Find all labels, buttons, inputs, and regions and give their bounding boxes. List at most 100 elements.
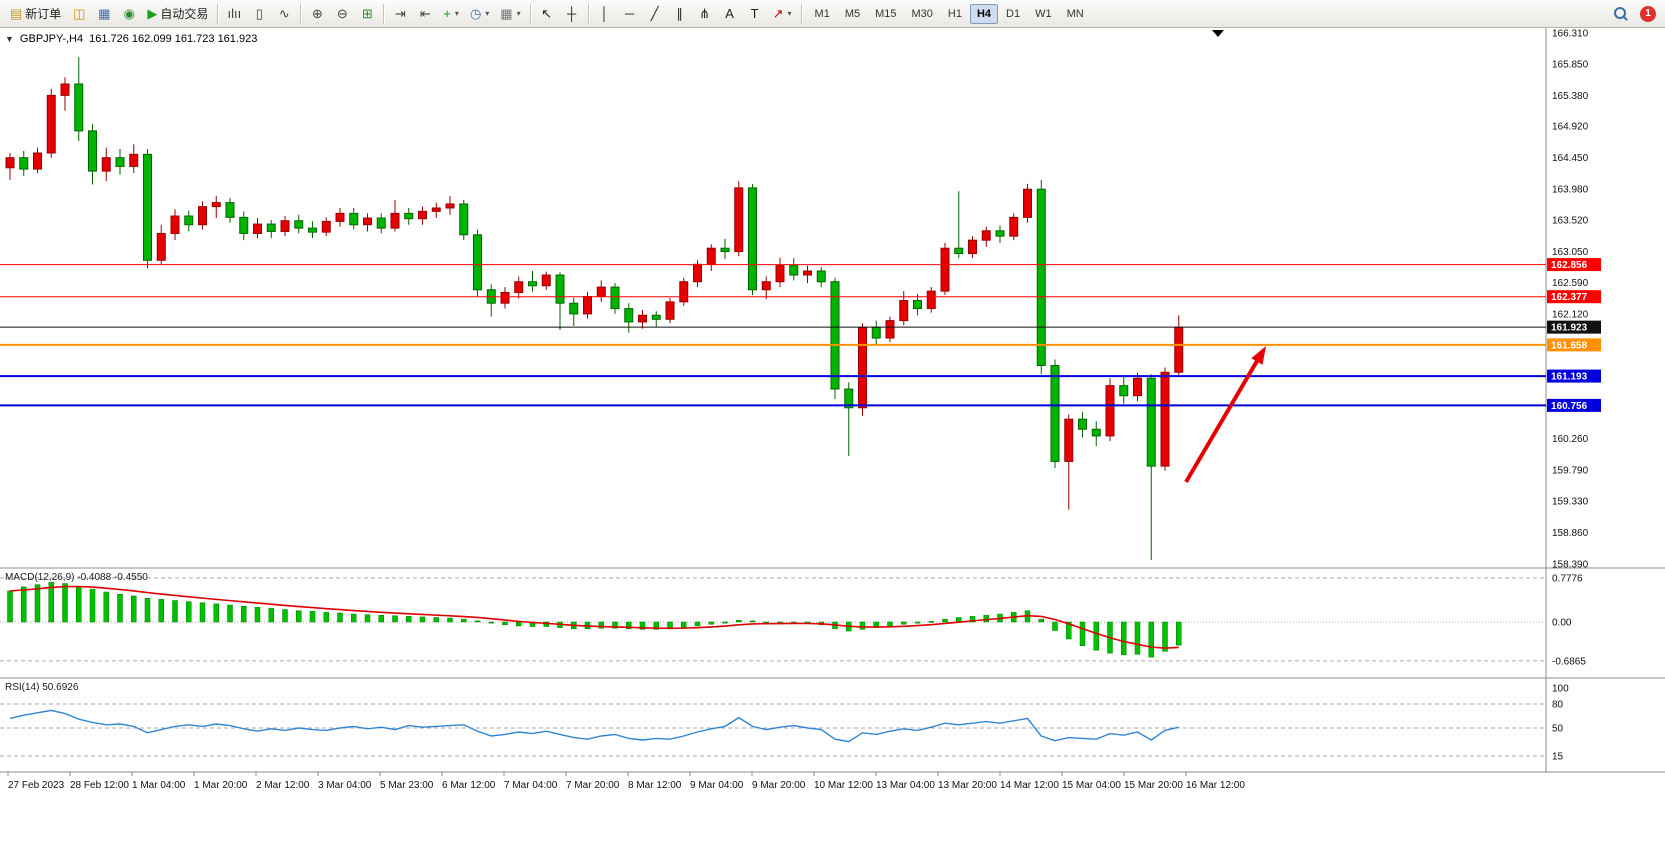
candle-body — [1050, 365, 1060, 462]
arrow-annotation-line[interactable] — [1184, 359, 1259, 484]
autotrading-button[interactable]: ▶ 自动交易 — [142, 3, 213, 25]
market-watch-button[interactable]: ▦ — [92, 3, 116, 25]
macd-histogram-bar — [626, 621, 632, 630]
candle-body — [294, 220, 304, 229]
time-axis-label: 15 Mar 04:00 — [1062, 780, 1121, 791]
candle-body — [1023, 188, 1032, 218]
candle-body — [858, 326, 867, 409]
new-order-button[interactable]: ▤ 新订单 — [5, 3, 66, 25]
price-axis-tick: 165.850 — [1552, 59, 1589, 70]
trendline-button[interactable]: ╱ — [643, 3, 667, 25]
new-order-icon: ▤ — [10, 6, 23, 21]
vertical-line-button[interactable]: │ — [593, 3, 617, 25]
new-chart-button[interactable]: ◫ — [67, 3, 91, 25]
macd-histogram-bar — [859, 621, 866, 630]
label-button[interactable]: T — [743, 3, 767, 25]
candle-body — [638, 314, 647, 323]
macd-histogram-bar — [406, 616, 412, 623]
candle-body — [308, 227, 317, 233]
macd-histogram-bar — [21, 586, 27, 623]
templates-button[interactable]: ▦ ▾ — [495, 3, 525, 25]
candle-body — [706, 247, 716, 265]
chart-symbol-period: GBPJPY-,H4 — [19, 33, 84, 45]
candle-body — [830, 281, 840, 390]
candle-body — [1119, 385, 1129, 397]
macd-histogram-bar — [653, 621, 659, 630]
timeframe-m30[interactable]: M30 — [911, 7, 933, 20]
zoom-in-button[interactable]: ⊕ — [305, 3, 329, 25]
candle-body — [1009, 216, 1019, 237]
line-chart-button[interactable]: ∿ — [272, 3, 296, 25]
macd-histogram-bar — [749, 620, 756, 623]
macd-histogram-bar — [1162, 621, 1168, 652]
candle-body — [88, 130, 97, 172]
navigator-button[interactable]: ◉ — [117, 3, 141, 25]
crosshair-button[interactable]: ┼ — [560, 3, 584, 25]
rsi-axis-label: 100 — [1552, 684, 1569, 695]
candle-body — [899, 300, 909, 322]
timeframe-d1[interactable]: D1 — [1006, 7, 1021, 20]
timeframe-m5[interactable]: M5 — [844, 7, 861, 20]
macd-histogram-bar — [378, 614, 384, 623]
rsi-line — [9, 709, 1179, 743]
price-badge — [1547, 398, 1601, 412]
macd-histogram-bar — [89, 588, 96, 623]
chart-canvas[interactable]: 166.310 165.850 165.380 164.920 164.450 163.9… — [0, 28, 1665, 846]
macd-header-text: MACD(12,26,9) -0.4088 -0.4550 — [5, 572, 148, 583]
timeframe-m1[interactable]: M1 — [814, 7, 830, 20]
candle-body — [968, 239, 977, 255]
horizontal-line-icon: ─ — [625, 6, 635, 21]
horizontal-line-button[interactable]: ─ — [618, 3, 642, 25]
timeframe-h4[interactable]: H4 — [969, 3, 999, 24]
tile-windows-button[interactable]: ⊞ — [355, 3, 379, 25]
price-badge-label: 161.193 — [1551, 372, 1588, 383]
timeframe-mn[interactable]: MN — [1066, 7, 1084, 20]
candle-body — [913, 300, 922, 310]
time-axis-label: 14 Mar 12:00 — [1000, 780, 1059, 791]
price-axis-tick: 164.920 — [1552, 122, 1589, 133]
time-axis-label: 10 Mar 12:00 — [814, 780, 873, 791]
dropdown-caret-icon[interactable]: ▾ — [485, 9, 490, 18]
macd-axis-label: -0.6865 — [1552, 656, 1586, 667]
candlestick-chart-button[interactable]: ▯ — [247, 3, 271, 25]
macd-histogram-bar — [488, 621, 494, 624]
periods-button[interactable]: ◷ ▾ — [465, 3, 494, 25]
macd-histogram-bar — [612, 621, 618, 629]
timeframe-w1[interactable]: W1 — [1035, 7, 1052, 20]
fibonacci-button[interactable]: ⋔ — [693, 3, 717, 25]
timeframe-h1[interactable]: H1 — [947, 7, 962, 20]
channel-button[interactable]: ∥ — [668, 3, 692, 25]
candle-body — [184, 215, 194, 226]
one-click-trading-expander-icon[interactable]: ▼ — [5, 34, 14, 44]
cursor-button[interactable]: ↖ — [535, 3, 559, 25]
auto-scroll-button[interactable]: ⇥ — [388, 3, 412, 25]
text-button[interactable]: A — [718, 3, 742, 25]
macd-histogram-bar — [1038, 618, 1044, 623]
dropdown-caret-icon[interactable]: ▾ — [516, 9, 521, 18]
chart-shift-button[interactable]: ⇤ — [413, 3, 437, 25]
time-axis-label: 6 Mar 12:00 — [442, 780, 496, 791]
price-axis-tick: 163.980 — [1552, 185, 1589, 196]
arrow-annotation-head[interactable] — [1251, 346, 1266, 365]
dropdown-caret-icon[interactable]: ▾ — [787, 9, 792, 18]
price-axis-tick: 158.390 — [1552, 560, 1589, 571]
search-button[interactable] — [1608, 3, 1633, 25]
timeframe-m15[interactable]: M15 — [875, 7, 897, 20]
macd-signal-line — [9, 585, 1179, 649]
macd-histogram-bar — [461, 618, 467, 623]
arrows-button[interactable]: ↗ ▾ — [768, 3, 797, 25]
notification-badge[interactable]: 1 — [1640, 5, 1656, 22]
zoom-out-button[interactable]: ⊖ — [330, 3, 354, 25]
dropdown-caret-icon[interactable]: ▾ — [454, 9, 459, 18]
macd-histogram-bar — [681, 621, 687, 628]
candle-body — [583, 295, 592, 315]
candle-body — [844, 388, 854, 409]
candle-body — [418, 210, 427, 220]
indicators-button[interactable]: + ▾ — [438, 3, 464, 25]
bar-chart-button[interactable]: ılıı — [222, 3, 246, 25]
candle-body — [1078, 418, 1087, 430]
candle-body — [981, 230, 991, 241]
time-axis-label: 28 Feb 12:00 — [70, 780, 129, 791]
rsi-axis-label: 50 — [1552, 724, 1564, 735]
price-badge-label: 160.756 — [1551, 401, 1588, 412]
